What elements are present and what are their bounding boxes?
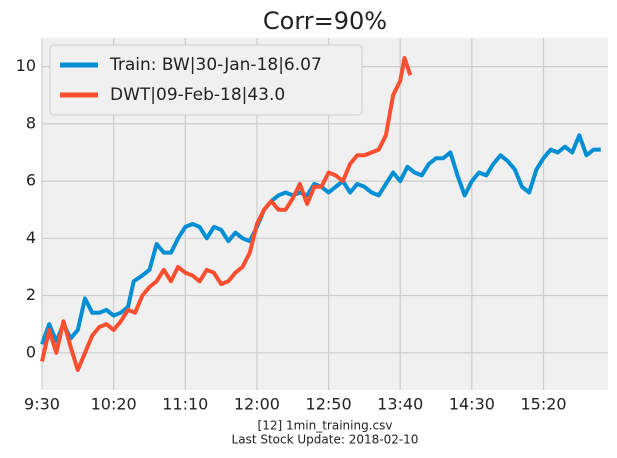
x-tick-label: 10:20 (91, 395, 137, 414)
x-tick-label: 13:40 (377, 395, 423, 414)
x-tick-label: 12:50 (306, 395, 352, 414)
chart-title: Corr=90% (263, 7, 387, 35)
legend-label: Train: BW|30-Jan-18|6.07 (109, 55, 322, 75)
footer: [12] 1min_training.csv (258, 419, 393, 433)
x-tick-label: 9:30 (24, 395, 60, 414)
legend-box (49, 44, 363, 116)
y-tick-label: 2 (26, 285, 36, 304)
y-tick-label: 0 (26, 342, 36, 361)
legend-label: DWT|09-Feb-18|43.0 (110, 85, 285, 105)
y-tick-label: 4 (26, 228, 36, 247)
x-tick-label: 11:10 (162, 395, 208, 414)
y-tick-label: 6 (26, 171, 36, 190)
x-tick-label: 15:20 (520, 395, 566, 414)
x-tick-label: 14:30 (449, 395, 495, 414)
line (40, 56, 413, 372)
x-tick-label: 12:00 (234, 395, 280, 414)
footer: Last Stock Update: 2018-02-10 (232, 433, 419, 447)
y-tick-label: 8 (26, 113, 36, 132)
y-tick-label: 10 (16, 56, 36, 75)
